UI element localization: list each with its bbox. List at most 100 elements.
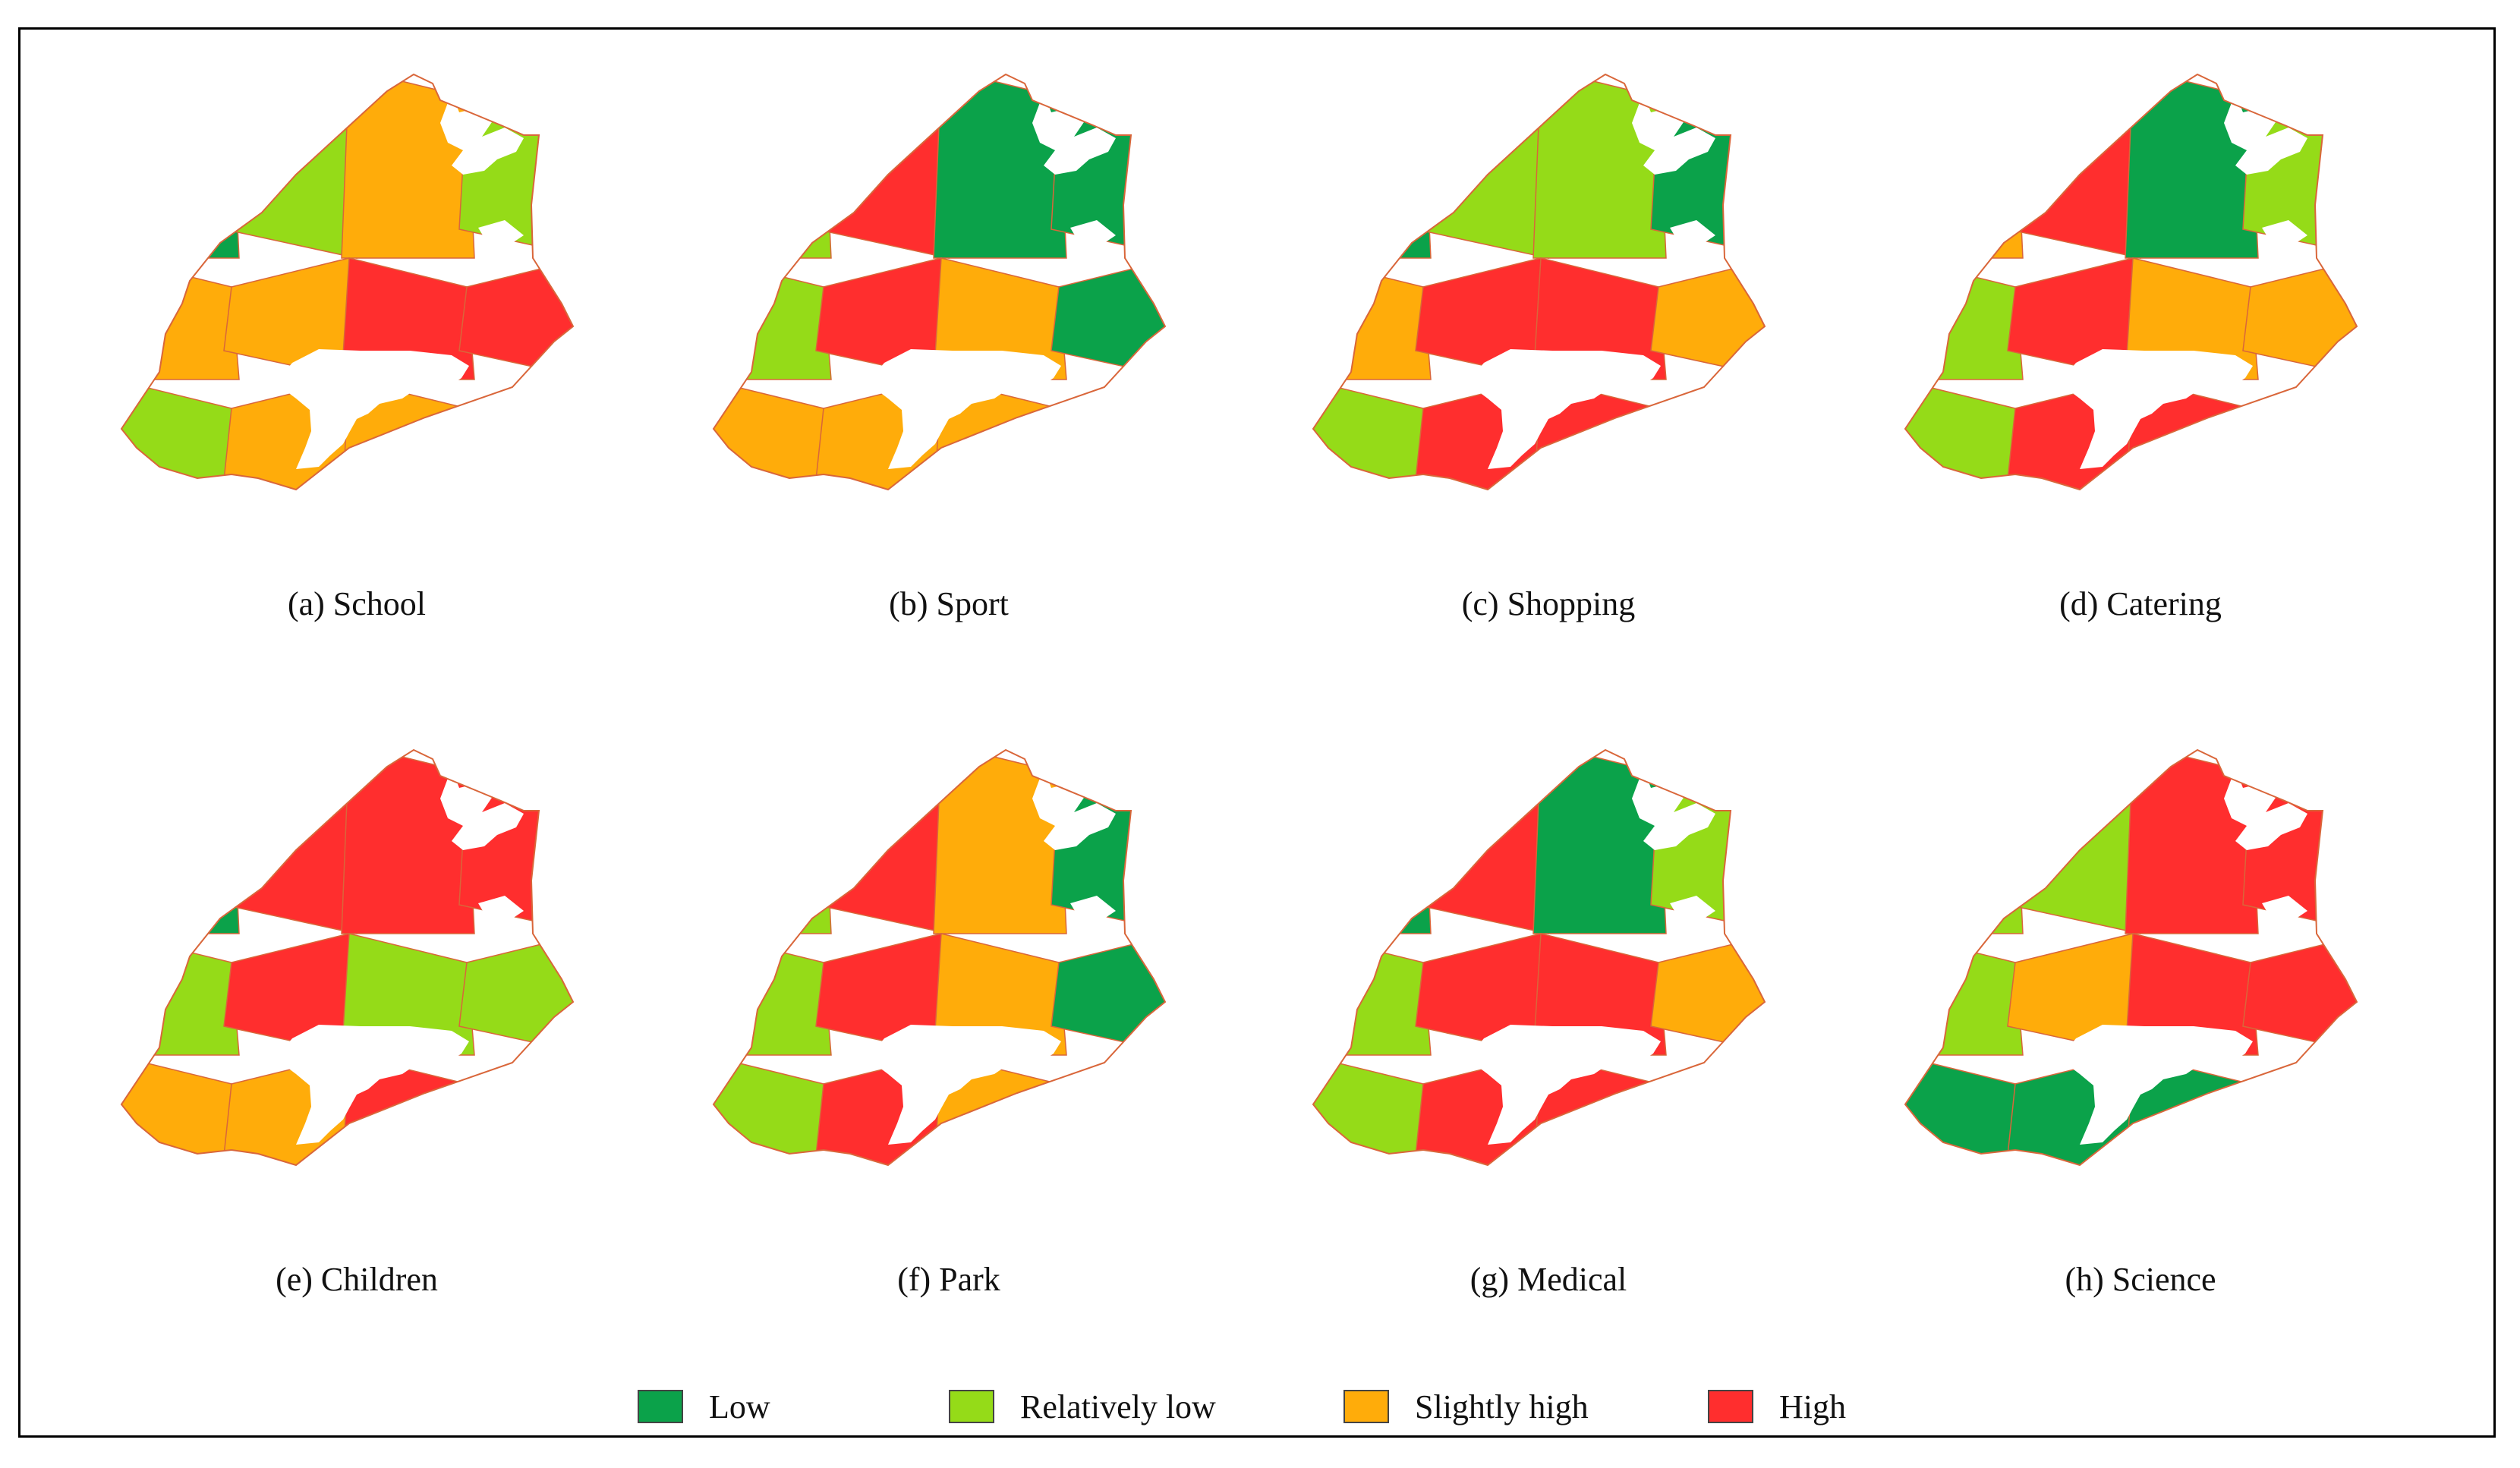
legend-label-high: High [1779, 1388, 1846, 1425]
district-outline [1904, 748, 2358, 1167]
district-outline [1312, 748, 1766, 1167]
legend-item-low: Low [638, 1388, 949, 1426]
zone-relatively-low [713, 750, 832, 934]
district-map [1312, 73, 1766, 491]
legend-swatch-high [1708, 1390, 1753, 1423]
panel-caption: (b) Sport [889, 585, 1009, 622]
zone-slightly-high [1650, 933, 1765, 1056]
zone-high [2125, 750, 2259, 934]
zone-low [121, 74, 240, 259]
legend-swatch-slightly-high [1343, 1390, 1389, 1423]
map-panel: (e) Children [68, 729, 645, 1298]
district-map [712, 73, 1167, 491]
zone-relatively-low [223, 74, 358, 259]
zone-low [121, 750, 240, 934]
legend-label-relatively-low: Relatively low [1020, 1388, 1216, 1425]
zone-relatively-low [713, 74, 832, 259]
zone-relatively-low [121, 933, 240, 1056]
zone-relatively-low [1415, 74, 1549, 259]
zone-relatively-low [1905, 750, 2024, 934]
coastline-gap [1032, 768, 1116, 850]
legend-item-high: High [1708, 1388, 1936, 1426]
figure-frame [18, 27, 2496, 1438]
coastline-gap [2224, 768, 2307, 850]
zone-relatively-low [713, 257, 832, 380]
zone-high [2125, 933, 2259, 1056]
panel-caption: (h) Science [2065, 1261, 2216, 1298]
zone-low [1905, 1054, 2024, 1165]
map-panel: (b) Sport [660, 53, 1237, 622]
district-map [712, 748, 1167, 1167]
zone-relatively-low [1313, 1054, 1432, 1165]
coastline-gap [1032, 93, 1116, 175]
legend-item-relatively-low: Relatively low [949, 1388, 1343, 1426]
zone-slightly-high [2125, 257, 2259, 380]
zone-slightly-high [341, 74, 475, 259]
lake-shape [1473, 1025, 1661, 1145]
district-outline [1312, 73, 1766, 491]
zone-relatively-low [121, 379, 240, 490]
zone-relatively-low [2007, 750, 2141, 934]
zone-low [1532, 750, 1667, 934]
zone-high [815, 750, 950, 934]
panel-caption: (g) Medical [1469, 1261, 1627, 1298]
legend-swatch-low [638, 1390, 683, 1423]
lake-shape [281, 349, 469, 469]
zone-relatively-low [1532, 74, 1667, 259]
zone-relatively-low [458, 933, 573, 1056]
zone-relatively-low [1905, 379, 2024, 490]
inlet-shape [2262, 896, 2307, 928]
district-map [120, 748, 575, 1167]
zone-relatively-low [1905, 933, 2024, 1056]
inlet-shape [478, 896, 524, 928]
district-map [1312, 748, 1766, 1167]
zone-low [933, 74, 1067, 259]
zone-high [2242, 933, 2357, 1056]
zone-relatively-low [1905, 257, 2024, 380]
zone-slightly-high [1650, 257, 1765, 380]
zone-low [1051, 257, 1165, 380]
zone-slightly-high [121, 1054, 240, 1165]
panel-caption: (f) Park [897, 1261, 1000, 1298]
inlet-shape [478, 220, 524, 252]
zone-high [1532, 257, 1667, 380]
zone-slightly-high [1313, 257, 1432, 380]
zone-relatively-low [1313, 933, 1432, 1056]
lake-shape [281, 1025, 469, 1145]
coastline-gap [2224, 93, 2307, 175]
zone-high [341, 257, 475, 380]
map-panel: (d) Catering [1852, 53, 2429, 622]
district-outline [120, 73, 575, 491]
coastline-gap [1632, 768, 1715, 850]
zone-low [2125, 74, 2259, 259]
panel-caption: (a) School [287, 585, 427, 622]
map-panel: (g) Medical [1260, 729, 1837, 1298]
zone-high [1532, 933, 1667, 1056]
inlet-shape [1070, 896, 1116, 928]
zone-high [2007, 74, 2141, 259]
zone-slightly-high [2242, 257, 2357, 380]
zone-high [815, 74, 950, 259]
map-panel: (c) Shopping [1260, 53, 1837, 622]
zone-slightly-high [1905, 74, 2024, 259]
lake-shape [1473, 349, 1661, 469]
map-panel: (h) Science [1852, 729, 2429, 1298]
zone-relatively-low [341, 933, 475, 1056]
panel-caption: (d) Catering [2059, 585, 2222, 622]
district-map [120, 73, 575, 491]
zone-slightly-high [933, 933, 1067, 1056]
zone-low [1051, 933, 1165, 1056]
zone-relatively-low [713, 933, 832, 1056]
legend: Low Relatively low Slightly high High [638, 1385, 2156, 1428]
lake-shape [2065, 1025, 2253, 1145]
district-outline [712, 748, 1167, 1167]
zone-low [1313, 750, 1432, 934]
map-panel: (f) Park [660, 729, 1237, 1298]
zone-high [223, 750, 358, 934]
map-panel: (a) School [68, 53, 645, 622]
zone-slightly-high [713, 379, 832, 490]
zone-slightly-high [933, 750, 1067, 934]
lake-shape [2065, 349, 2253, 469]
panel-caption: (c) Shopping [1461, 585, 1636, 622]
district-outline [712, 73, 1167, 491]
